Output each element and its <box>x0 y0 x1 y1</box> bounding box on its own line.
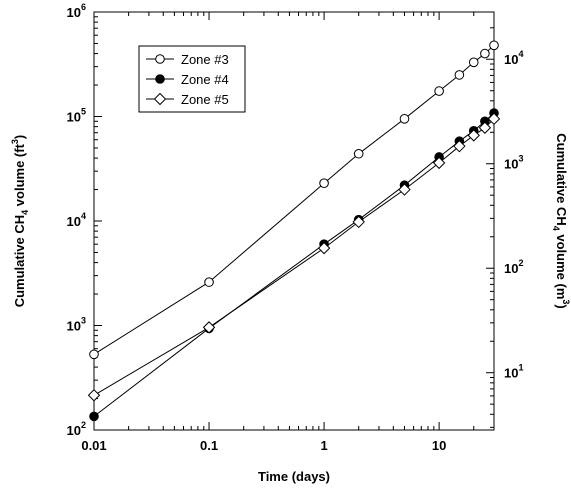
data-point <box>202 321 216 334</box>
legend-label: Zone #3 <box>181 52 229 67</box>
data-point <box>454 70 465 80</box>
y-tick-label: 103 <box>67 316 86 334</box>
data-point <box>398 183 411 196</box>
x-axis-title: Time (days) <box>258 469 330 484</box>
y-axis-title-prefix: Cumulative CH <box>12 215 27 307</box>
y2-tick-label: 101 <box>504 363 523 381</box>
data-point <box>204 277 214 287</box>
y2-tick-label-exp: 2 <box>518 258 523 268</box>
data-point <box>478 121 492 134</box>
data-point <box>319 178 329 188</box>
y2-tick-label-base: 10 <box>504 157 518 172</box>
legend-label: Zone #4 <box>181 72 229 87</box>
data-point <box>487 112 501 126</box>
series-2 <box>89 108 499 422</box>
x-tick-label: 10 <box>432 438 446 453</box>
data-point <box>480 48 490 59</box>
y-tick-label: 106 <box>67 2 86 20</box>
y2-tick-label-base: 10 <box>504 261 518 276</box>
y-axis-title-mid: volume (ft <box>12 143 27 209</box>
data-point <box>87 389 101 402</box>
x-tick-label: 0.1 <box>200 438 218 453</box>
y2-axis-title-prefix: Cumulative CH <box>554 133 569 225</box>
y-tick-label-base: 10 <box>67 5 81 20</box>
y-tick-label: 102 <box>67 420 86 438</box>
data-series <box>87 40 501 422</box>
series-line <box>93 112 495 417</box>
y-tick-label-base: 10 <box>67 214 81 229</box>
data-point <box>489 40 499 51</box>
y2-axis-title-mid: volume (m <box>554 231 569 300</box>
y2-tick-label-exp: 1 <box>518 363 523 373</box>
legend-item: Zone #5 <box>146 92 229 107</box>
data-point <box>89 349 99 360</box>
data-point <box>89 411 99 422</box>
y2-tick-label-base: 10 <box>504 366 518 381</box>
y2-axis-title-sup: 3 <box>561 299 571 304</box>
series-3 <box>87 112 501 402</box>
series-line <box>93 44 495 355</box>
legend-item: Zone #4 <box>146 72 229 87</box>
y-tick-label-exp: 4 <box>81 211 86 221</box>
x-tick-label: 1 <box>320 438 327 453</box>
legend-marker <box>155 54 165 64</box>
legend-marker <box>153 92 167 106</box>
series-line <box>93 118 495 396</box>
y-tick-label: 104 <box>67 211 86 229</box>
legend-marker <box>155 74 165 84</box>
y2-axis-title: Cumulative CH4 volume (m3) <box>551 133 571 308</box>
data-point <box>399 114 410 124</box>
legend-item: Zone #3 <box>146 52 229 67</box>
data-point <box>468 57 479 68</box>
y-axis-title-sup: 3 <box>10 139 20 144</box>
y2-tick-label-base: 10 <box>504 52 518 67</box>
y2-axis-title-sub: 4 <box>551 226 561 231</box>
y-axis-title-sub: 4 <box>20 210 30 215</box>
y-tick-label-base: 10 <box>67 319 81 334</box>
y2-tick-label: 102 <box>504 258 523 276</box>
data-point <box>317 241 331 255</box>
y-axis-title: Cumulative CH4 volume (ft3) <box>10 135 30 308</box>
data-point <box>352 215 365 229</box>
data-point <box>434 86 444 96</box>
y-tick-label-exp: 6 <box>81 2 86 12</box>
y-tick-label-exp: 2 <box>81 420 86 430</box>
y2-tick-label: 104 <box>504 49 523 67</box>
y-tick-label: 105 <box>67 107 86 125</box>
y-tick-label-exp: 5 <box>81 107 86 117</box>
data-point <box>467 129 480 142</box>
y-axis-title-suffix: ) <box>12 135 27 139</box>
y-tick-label-base: 10 <box>67 110 81 125</box>
y2-tick-label-exp: 3 <box>518 154 523 164</box>
data-point <box>432 156 446 170</box>
y-tick-label-base: 10 <box>67 423 81 438</box>
x-tick-label: 0.01 <box>81 438 106 453</box>
legend-label: Zone #5 <box>181 92 229 107</box>
y2-axis-title-suffix: ) <box>554 304 569 308</box>
data-point <box>353 148 364 159</box>
data-point <box>453 139 466 153</box>
legend: Zone #3 Zone #4 Zone #5 <box>138 45 246 113</box>
series-1 <box>89 40 499 360</box>
y-tick-label-exp: 3 <box>81 316 86 326</box>
y2-tick-label: 103 <box>504 154 523 172</box>
y2-tick-label-exp: 4 <box>518 49 523 59</box>
